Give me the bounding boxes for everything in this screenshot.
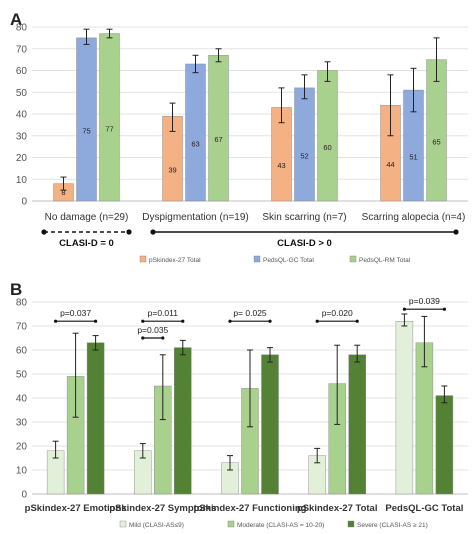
significance-end xyxy=(315,319,319,323)
legend-swatch xyxy=(139,255,147,263)
bar xyxy=(395,321,414,495)
bracket-end xyxy=(41,229,47,235)
bar xyxy=(76,37,97,202)
category-label: Dyspigmentation (n=19) xyxy=(142,212,248,223)
y-tick-label: 50 xyxy=(16,370,28,381)
data-label: 44 xyxy=(386,160,394,169)
legend-label: pSkindex-27 Total xyxy=(149,257,201,264)
data-label: 8 xyxy=(61,188,65,197)
significance-end xyxy=(141,336,145,340)
bar xyxy=(294,87,315,202)
significance-end xyxy=(94,319,98,323)
y-tick-label: 30 xyxy=(16,131,28,142)
panel-letter: B xyxy=(10,280,22,299)
significance-end xyxy=(402,307,406,311)
legend-label: PedsQL-RM Total xyxy=(359,257,411,264)
data-label: 60 xyxy=(323,143,331,152)
data-label: 67 xyxy=(214,135,222,144)
data-label: 52 xyxy=(300,151,308,160)
significance-end xyxy=(141,319,145,323)
group-label: CLASI-D = 0 xyxy=(59,238,114,249)
legend-label: Severe (CLASI-AS ≥ 21) xyxy=(357,522,428,529)
category-label: No damage (n=29) xyxy=(45,212,129,223)
significance-end xyxy=(54,319,58,323)
significance-end xyxy=(161,336,165,340)
p-value-label: p=0.011 xyxy=(148,308,179,318)
data-label: 39 xyxy=(168,166,176,175)
data-label: 43 xyxy=(277,161,285,170)
y-tick-label: 50 xyxy=(16,88,28,99)
category-label: pSkindex-27 Emotions xyxy=(25,503,127,514)
y-tick-label: 20 xyxy=(16,153,28,164)
p-value-label: p=0.039 xyxy=(409,296,440,306)
y-tick-label: 10 xyxy=(16,175,28,186)
y-tick-label: 40 xyxy=(16,394,28,405)
p-value-label: p=0.035 xyxy=(137,325,168,335)
y-tick-label: 60 xyxy=(16,66,28,77)
legend-swatch xyxy=(253,255,261,263)
y-tick-label: 40 xyxy=(16,110,28,121)
bar xyxy=(317,70,338,202)
significance-end xyxy=(268,319,272,323)
y-tick-label: 20 xyxy=(16,442,28,453)
legend-label: PedsQL-GC Total xyxy=(263,257,314,264)
bar xyxy=(261,354,279,495)
legend-label: Moderate (CLASI-AS = 10-20) xyxy=(237,522,324,529)
category-label: PedsQL-GC Total xyxy=(385,503,463,514)
y-tick-label: 80 xyxy=(16,23,28,34)
bar xyxy=(185,63,206,202)
y-tick-label: 10 xyxy=(16,466,28,477)
data-label: 63 xyxy=(191,139,199,148)
p-value-label: p=0.037 xyxy=(60,308,91,318)
y-tick-label: 0 xyxy=(21,197,27,208)
group-label: CLASI-D > 0 xyxy=(277,238,332,249)
significance-end xyxy=(355,319,359,323)
bracket-end xyxy=(453,229,459,235)
category-label: pSkindex-27 Symptoms xyxy=(109,503,216,514)
category-label: Skin scarring (n=7) xyxy=(262,212,346,223)
data-label: 77 xyxy=(105,124,113,133)
significance-end xyxy=(228,319,232,323)
category-label: pSkindex-27 Functioning xyxy=(194,503,307,514)
legend-label: Mild (CLASI-AS≤9) xyxy=(129,522,184,529)
category-label: pSkindex-27 Total xyxy=(297,503,378,514)
y-tick-label: 0 xyxy=(21,490,27,501)
data-label: 51 xyxy=(409,153,417,162)
panel-a: A 0 10 20 30 40 50 60 70 80 8 39 43 44 75 63 52 51 77 67 60 6… xyxy=(10,10,468,264)
data-label: 65 xyxy=(432,137,440,146)
bar xyxy=(435,395,454,495)
legend-swatch xyxy=(227,520,235,528)
bar xyxy=(86,342,105,495)
y-tick-label: 30 xyxy=(16,418,28,429)
bar xyxy=(348,354,366,495)
y-tick-label: 60 xyxy=(16,346,28,357)
significance-end xyxy=(181,319,185,323)
panel-letter: A xyxy=(10,10,22,29)
category-label: Scarring alopecia (n=4) xyxy=(362,212,466,223)
legend-swatch xyxy=(347,520,355,528)
legend-swatch xyxy=(119,520,127,528)
legend-swatch xyxy=(349,255,357,263)
bar xyxy=(99,33,120,202)
p-value-label: p=0.020 xyxy=(322,308,353,318)
y-tick-label: 70 xyxy=(16,322,28,333)
bar xyxy=(208,55,229,202)
bracket-end xyxy=(150,229,156,235)
y-tick-label: 70 xyxy=(16,44,28,55)
data-label: 75 xyxy=(82,126,90,135)
p-value-label: p= 0.025 xyxy=(233,308,267,318)
y-tick-label: 80 xyxy=(16,298,28,309)
bracket-end xyxy=(126,229,132,235)
bar xyxy=(174,347,192,495)
significance-end xyxy=(442,307,446,311)
